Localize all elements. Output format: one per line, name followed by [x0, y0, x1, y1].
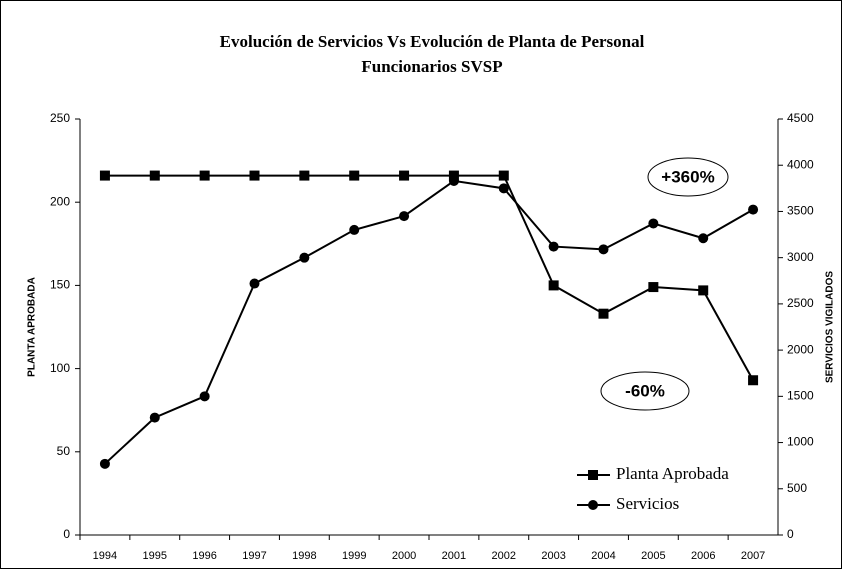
- data-point: [448, 175, 459, 186]
- x-tick-label: 2006: [691, 550, 715, 562]
- legend-label: Servicios: [616, 494, 679, 513]
- legend-label: Planta Aprobada: [616, 464, 729, 483]
- annotation: +360%: [661, 167, 714, 186]
- series-line: [104, 174, 754, 381]
- data-point: [149, 170, 160, 181]
- x-tick-label: 2003: [541, 550, 565, 562]
- data-point: [349, 224, 360, 235]
- series-line: [104, 179, 754, 465]
- x-tick-label: 2000: [392, 550, 416, 562]
- y2-tick-label: 3500: [787, 204, 814, 218]
- data-point: [99, 458, 110, 469]
- y2-axis-label: SERVICIOS VIGILADOS: [825, 271, 836, 383]
- annotation: -60%: [625, 381, 665, 400]
- y2-tick-label: 1500: [787, 389, 814, 403]
- y-tick-label: 150: [50, 278, 70, 292]
- y-axis-label: PLANTA APROBADA: [27, 277, 38, 377]
- x-tick-label: 2004: [591, 550, 615, 562]
- x-tick-label: 1997: [242, 550, 266, 562]
- y2-tick-label: 0: [787, 527, 794, 541]
- data-point: [548, 280, 559, 291]
- data-point: [399, 211, 410, 222]
- data-point: [199, 391, 210, 402]
- chart-title: Evolución de Servicios Vs Evolución de P…: [220, 32, 645, 51]
- y2-tick-label: 4500: [787, 111, 814, 125]
- data-point: [249, 278, 260, 289]
- data-point: [149, 412, 160, 423]
- data-point: [498, 183, 509, 194]
- data-point: [598, 308, 609, 319]
- y-tick-label: 200: [50, 194, 70, 208]
- x-tick-label: 1995: [143, 550, 167, 562]
- data-point: [598, 244, 609, 255]
- x-tick-label: 2005: [641, 550, 665, 562]
- y2-tick-label: 2000: [787, 342, 814, 356]
- data-point: [299, 170, 310, 181]
- data-point: [698, 285, 709, 296]
- data-point: [199, 170, 210, 181]
- data-point: [349, 170, 360, 181]
- data-point: [698, 233, 709, 244]
- chart-title: Funcionarios SVSP: [361, 57, 502, 76]
- annotation-bubble: [647, 157, 729, 197]
- data-point: [648, 218, 659, 229]
- x-tick-label: 1999: [342, 550, 366, 562]
- data-point: [99, 170, 110, 181]
- x-tick-label: 1998: [292, 550, 316, 562]
- y-tick-label: 250: [50, 111, 70, 125]
- data-point: [648, 282, 659, 293]
- data-point: [748, 375, 759, 386]
- data-point: [249, 170, 260, 181]
- x-tick-label: 1996: [192, 550, 216, 562]
- data-point: [299, 252, 310, 263]
- y-tick-label: 100: [50, 361, 70, 375]
- data-point: [748, 204, 759, 215]
- y2-tick-label: 4000: [787, 157, 814, 171]
- annotation-bubble: [600, 371, 690, 411]
- legend-marker: [588, 500, 598, 510]
- x-tick-label: 2007: [741, 550, 765, 562]
- y-tick-label: 50: [57, 444, 71, 458]
- data-point: [548, 241, 559, 252]
- x-tick-label: 2001: [442, 550, 466, 562]
- y-tick-label: 0: [63, 527, 70, 541]
- data-point: [399, 170, 410, 181]
- data-point: [448, 170, 459, 181]
- data-point: [498, 170, 509, 181]
- y2-tick-label: 2500: [787, 296, 814, 310]
- y2-tick-label: 3000: [787, 250, 814, 264]
- y2-tick-label: 500: [787, 481, 807, 495]
- x-tick-label: 2002: [492, 550, 516, 562]
- legend-marker: [588, 470, 598, 480]
- x-tick-label: 1994: [93, 550, 117, 562]
- y2-tick-label: 1000: [787, 435, 814, 449]
